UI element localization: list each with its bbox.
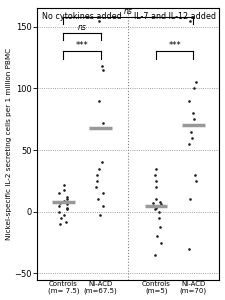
Point	[156, 234, 159, 239]
Point	[62, 187, 65, 192]
Point	[154, 203, 157, 208]
Point	[97, 98, 101, 103]
Point	[95, 172, 99, 177]
Point	[95, 178, 99, 183]
Point	[154, 178, 158, 183]
Point	[60, 200, 63, 204]
Point	[101, 68, 104, 72]
Point	[159, 240, 162, 245]
Point	[63, 198, 66, 203]
Y-axis label: Nickel-specific IL-2 secreting cells per 1 million PBMC: Nickel-specific IL-2 secreting cells per…	[6, 48, 11, 240]
Point	[65, 207, 69, 212]
Point	[159, 202, 162, 207]
Point	[153, 253, 157, 257]
Text: IL-7 and IL-12 added: IL-7 and IL-12 added	[134, 12, 216, 21]
Point	[158, 224, 162, 229]
Point	[188, 197, 191, 202]
Text: ***: ***	[169, 41, 181, 50]
Point	[194, 80, 198, 85]
Point	[154, 207, 157, 212]
Point	[101, 64, 104, 69]
Point	[65, 206, 69, 210]
Point	[62, 182, 66, 187]
Point	[191, 111, 194, 116]
Point	[152, 201, 155, 206]
Point	[57, 209, 61, 214]
Point	[64, 219, 67, 224]
Point	[188, 18, 192, 23]
Point	[192, 86, 196, 91]
Point	[154, 206, 158, 210]
Point	[157, 215, 160, 220]
Point	[57, 191, 61, 196]
Point	[96, 197, 99, 202]
Point	[58, 201, 62, 206]
Point	[189, 129, 193, 134]
Point	[193, 172, 196, 177]
Point	[100, 160, 104, 165]
Text: ***: ***	[76, 41, 88, 50]
Point	[66, 202, 69, 207]
Point	[62, 213, 65, 218]
Point	[188, 123, 191, 128]
Text: No cytokines added: No cytokines added	[42, 12, 122, 21]
Point	[99, 213, 102, 218]
Text: ns: ns	[124, 7, 133, 16]
Point	[101, 121, 105, 125]
Point	[97, 166, 101, 171]
Point	[59, 215, 63, 220]
Point	[65, 194, 68, 199]
Point	[154, 185, 157, 190]
Point	[58, 222, 62, 226]
Point	[192, 117, 196, 122]
Point	[65, 197, 69, 202]
Point	[99, 125, 102, 130]
Point	[57, 203, 61, 208]
Point	[153, 172, 157, 177]
Point	[154, 197, 157, 202]
Text: ns: ns	[78, 23, 86, 32]
Point	[154, 166, 158, 171]
Point	[190, 135, 194, 140]
Point	[157, 209, 161, 214]
Point	[97, 18, 101, 23]
Point	[188, 98, 191, 103]
Point	[94, 185, 98, 190]
Point	[101, 191, 105, 196]
Point	[187, 246, 191, 251]
Point	[101, 203, 105, 208]
Point	[194, 178, 197, 183]
Point	[187, 142, 191, 146]
Point	[159, 200, 162, 204]
